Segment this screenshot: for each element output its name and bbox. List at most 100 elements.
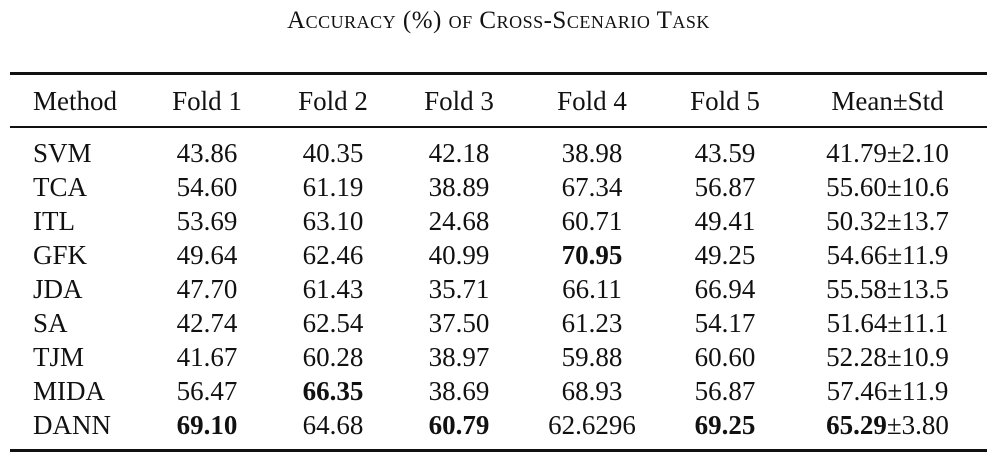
cell-fold-2: 62.54 bbox=[302, 308, 364, 338]
mean-value: 41.79 bbox=[826, 138, 887, 168]
cell-fold-2: 64.68 bbox=[302, 410, 364, 440]
plus-minus-symbol: ± bbox=[886, 342, 902, 372]
cell-fold-3: 24.68 bbox=[428, 206, 490, 236]
cell-method: JDA bbox=[33, 274, 83, 304]
cell-fold-5: 54.17 bbox=[694, 308, 756, 338]
mean-value: 57.46 bbox=[826, 376, 888, 406]
cell-fold-2: 61.19 bbox=[302, 172, 364, 202]
table-caption: Accuracy (%) of Cross-Scenario Task bbox=[287, 7, 710, 34]
cell-fold-5: 60.60 bbox=[694, 342, 756, 372]
cell-fold-5: 49.25 bbox=[694, 240, 756, 270]
cell-method: TCA bbox=[33, 172, 87, 202]
table-row: ITL 53.69 63.10 24.68 60.71 49.41 50.32±13.7 bbox=[10, 204, 987, 238]
table-row: MIDA 56.47 66.35 38.69 68.93 56.87 57.46±11.9 bbox=[10, 374, 987, 408]
cell-fold-1: 41.67 bbox=[176, 342, 238, 372]
cell-fold-5: 56.87 bbox=[694, 376, 756, 406]
cell-mean-std: 50.32±13.7 bbox=[788, 204, 987, 238]
cell-fold-1: 43.86 bbox=[176, 138, 238, 168]
top-rule bbox=[10, 72, 987, 75]
header-rule bbox=[10, 126, 987, 128]
cell-fold-2: 66.35 bbox=[302, 376, 364, 406]
cell-fold-4: 38.98 bbox=[561, 138, 623, 168]
mean-value: 52.28 bbox=[826, 342, 887, 372]
cell-method: GFK bbox=[33, 240, 88, 270]
cell-fold-3: 37.50 bbox=[428, 308, 490, 338]
results-table: SVM 43.86 40.35 42.18 38.98 43.59 41.79±2.10 TC… bbox=[10, 136, 987, 442]
std-value: 2.10 bbox=[901, 138, 949, 168]
cell-fold-4: 66.11 bbox=[562, 274, 622, 304]
cell-mean-std: 55.60±10.6 bbox=[788, 170, 987, 204]
cell-fold-3: 38.89 bbox=[428, 172, 490, 202]
header-fold-4: Fold 4 bbox=[557, 86, 627, 116]
table-row: DANN 69.10 64.68 60.79 62.6296 69.25 65.29±3.8… bbox=[10, 408, 987, 442]
cell-fold-4: 67.34 bbox=[561, 172, 623, 202]
cell-fold-3: 60.79 bbox=[428, 410, 490, 440]
cell-fold-2: 60.28 bbox=[302, 342, 364, 372]
header-fold-2: Fold 2 bbox=[298, 86, 368, 116]
mean-value: 55.58 bbox=[826, 274, 887, 304]
mean-value: 65.29 bbox=[826, 410, 887, 440]
cell-mean-std: 51.64±11.1 bbox=[788, 306, 987, 340]
cell-fold-3: 35.71 bbox=[428, 274, 490, 304]
std-value: 11.1 bbox=[902, 308, 949, 338]
cell-method: DANN bbox=[33, 410, 111, 440]
cell-fold-2: 40.35 bbox=[302, 138, 364, 168]
mean-value: 51.64 bbox=[826, 308, 888, 338]
cell-mean-std: 41.79±2.10 bbox=[788, 136, 987, 170]
cell-method: ITL bbox=[33, 206, 75, 236]
plus-minus-symbol: ± bbox=[886, 138, 902, 168]
cell-fold-4: 62.6296 bbox=[548, 410, 636, 440]
cell-fold-2: 62.46 bbox=[302, 240, 364, 270]
table-row: TCA 54.60 61.19 38.89 67.34 56.87 55.60±10.6 bbox=[10, 170, 987, 204]
cell-fold-5: 69.25 bbox=[694, 410, 756, 440]
cell-fold-2: 61.43 bbox=[302, 274, 364, 304]
table-row: TJM 41.67 60.28 38.97 59.88 60.60 52.28±10.9 bbox=[10, 340, 987, 374]
cell-fold-3: 38.69 bbox=[428, 376, 490, 406]
plus-minus-symbol: ± bbox=[887, 308, 903, 338]
cell-fold-1: 42.74 bbox=[176, 308, 238, 338]
cell-fold-4: 60.71 bbox=[561, 206, 623, 236]
std-value: 3.80 bbox=[901, 410, 949, 440]
header-mean-std: Mean±Std bbox=[831, 86, 944, 116]
table-row: SA 42.74 62.54 37.50 61.23 54.17 51.64±11.1 bbox=[10, 306, 987, 340]
std-value: 11.9 bbox=[902, 240, 949, 270]
cell-fold-1: 53.69 bbox=[176, 206, 238, 236]
cell-fold-4: 59.88 bbox=[561, 342, 623, 372]
cell-fold-4: 61.23 bbox=[561, 308, 623, 338]
cell-fold-1: 54.60 bbox=[176, 172, 238, 202]
plus-minus-symbol: ± bbox=[887, 376, 903, 406]
std-value: 11.9 bbox=[902, 376, 949, 406]
plus-minus-symbol: ± bbox=[887, 240, 903, 270]
cell-fold-3: 38.97 bbox=[428, 342, 490, 372]
bottom-rule bbox=[10, 449, 987, 452]
cell-fold-1: 69.10 bbox=[176, 410, 238, 440]
plus-minus-symbol: ± bbox=[886, 410, 902, 440]
cell-mean-std: 52.28±10.9 bbox=[788, 340, 987, 374]
cell-fold-1: 56.47 bbox=[176, 376, 238, 406]
std-value: 10.6 bbox=[901, 172, 949, 202]
cell-mean-std: 57.46±11.9 bbox=[788, 374, 987, 408]
std-value: 10.9 bbox=[901, 342, 949, 372]
header-fold-1: Fold 1 bbox=[172, 86, 242, 116]
header-method: Method bbox=[33, 86, 117, 116]
cell-mean-std: 65.29±3.80 bbox=[788, 408, 987, 442]
cell-method: SVM bbox=[33, 138, 92, 168]
cell-fold-3: 42.18 bbox=[428, 138, 490, 168]
cell-fold-5: 56.87 bbox=[694, 172, 756, 202]
cell-fold-2: 63.10 bbox=[302, 206, 364, 236]
mean-value: 55.60 bbox=[826, 172, 887, 202]
cell-mean-std: 54.66±11.9 bbox=[788, 238, 987, 272]
table-row: GFK 49.64 62.46 40.99 70.95 49.25 54.66±11.9 bbox=[10, 238, 987, 272]
cell-method: SA bbox=[33, 308, 68, 338]
cell-fold-1: 47.70 bbox=[176, 274, 238, 304]
cell-method: MIDA bbox=[33, 376, 105, 406]
header-fold-5: Fold 5 bbox=[690, 86, 760, 116]
std-value: 13.5 bbox=[901, 274, 949, 304]
cell-mean-std: 55.58±13.5 bbox=[788, 272, 987, 306]
header-row: Method Fold 1 Fold 2 Fold 3 Fold 4 Fold … bbox=[10, 80, 987, 122]
cell-fold-5: 43.59 bbox=[694, 138, 756, 168]
cell-fold-3: 40.99 bbox=[428, 240, 490, 270]
cell-method: TJM bbox=[33, 342, 85, 372]
table-row: JDA 47.70 61.43 35.71 66.11 66.94 55.58±13.5 bbox=[10, 272, 987, 306]
plus-minus-symbol: ± bbox=[886, 206, 902, 236]
